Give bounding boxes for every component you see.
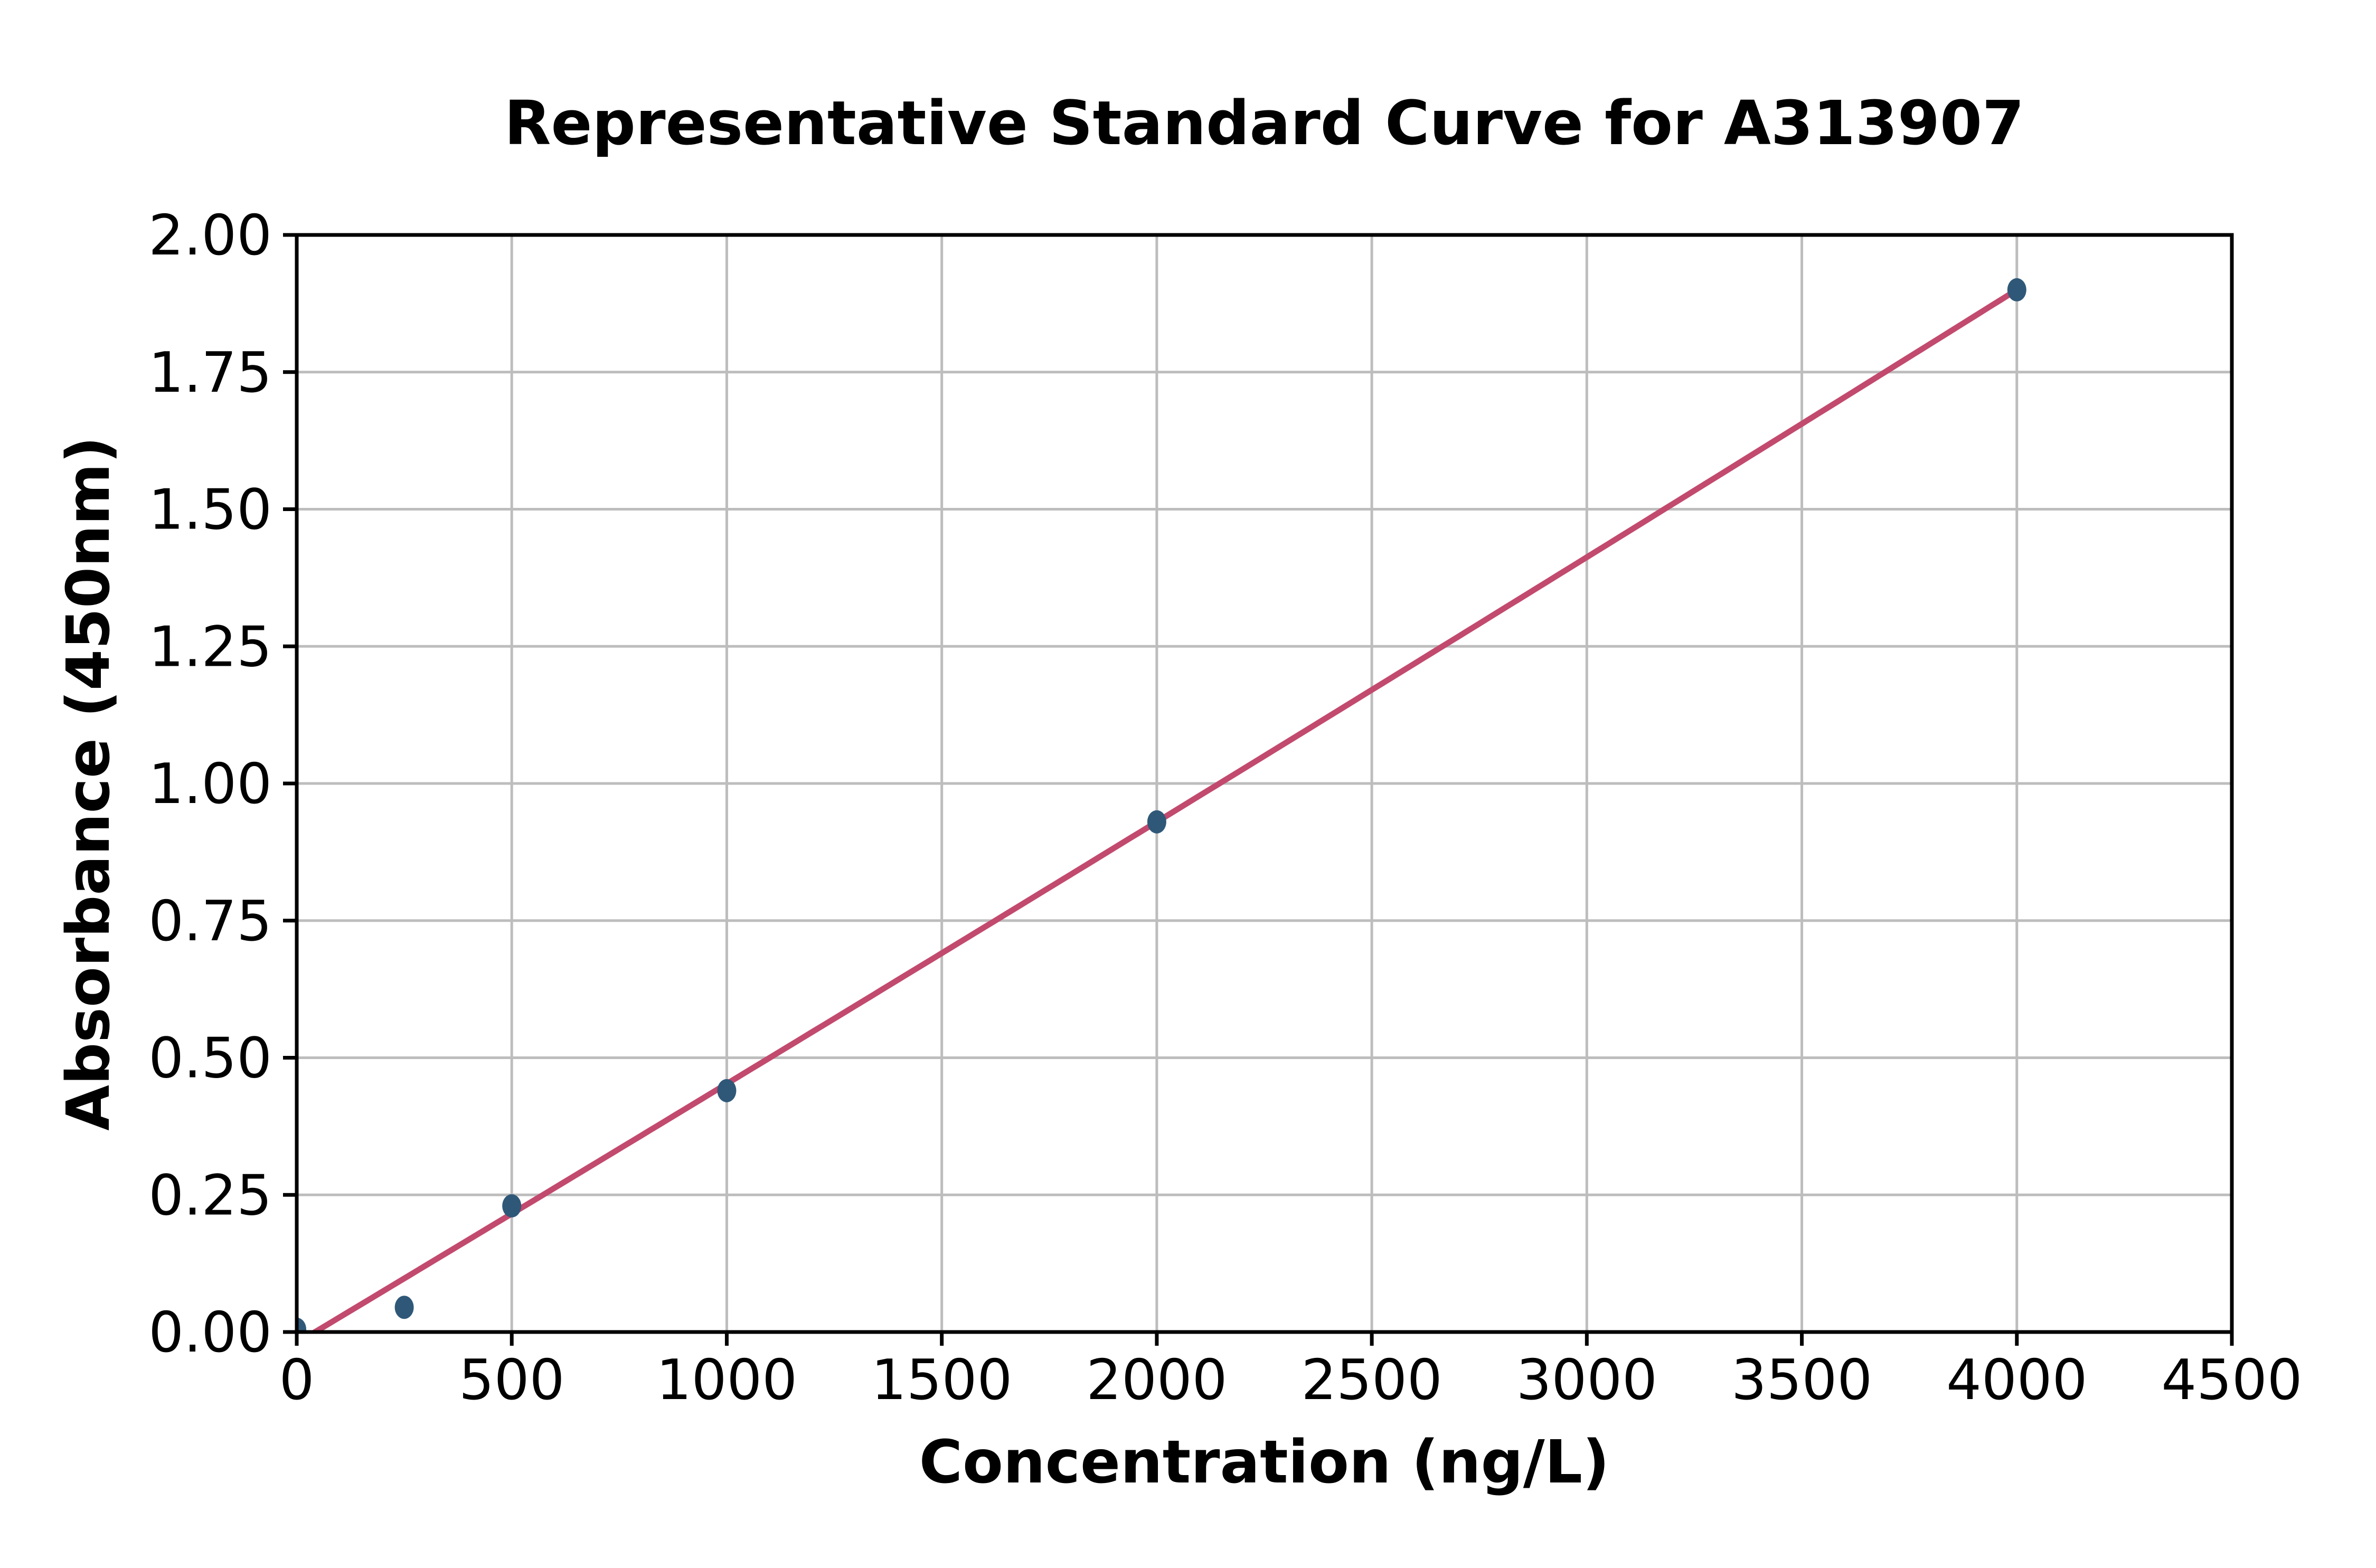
chart-title: Representative Standard Curve for A31390… xyxy=(504,88,2024,159)
x-tick-label-1000: 1000 xyxy=(656,1348,797,1412)
y-tick-label-0.50: 0.50 xyxy=(148,1026,272,1091)
y-tick-label-1.00: 1.00 xyxy=(148,752,272,816)
x-tick-label-4000: 4000 xyxy=(1946,1348,2087,1412)
x-tick-label-4500: 4500 xyxy=(2161,1348,2302,1412)
data-point-250 xyxy=(394,1296,414,1319)
y-axis-label: Absorbance (450nm) xyxy=(54,436,123,1131)
y-tick-label-1.75: 1.75 xyxy=(148,341,272,405)
x-tick-label-1500: 1500 xyxy=(871,1348,1012,1412)
x-tick-label-2500: 2500 xyxy=(1302,1348,1442,1412)
data-point-1000 xyxy=(717,1079,737,1102)
x-tick-label-3500: 3500 xyxy=(1731,1348,1872,1412)
x-tick-label-0: 0 xyxy=(279,1348,315,1412)
y-tick-label-2.00: 2.00 xyxy=(148,203,272,268)
data-point-500 xyxy=(502,1194,522,1218)
y-tick-label-0.00: 0.00 xyxy=(148,1300,272,1365)
data-point-4000 xyxy=(2007,278,2026,301)
y-tick-label-1.25: 1.25 xyxy=(148,615,272,679)
x-axis-label: Concentration (ng/L) xyxy=(919,1428,1610,1497)
y-tick-label-1.50: 1.50 xyxy=(148,478,272,542)
x-tick-label-500: 500 xyxy=(459,1348,564,1412)
data-point-2000 xyxy=(1147,810,1166,834)
x-tick-label-3000: 3000 xyxy=(1516,1348,1657,1412)
y-tick-label-0.25: 0.25 xyxy=(148,1163,272,1227)
x-tick-label-2000: 2000 xyxy=(1086,1348,1227,1412)
data-point-0 xyxy=(297,1317,306,1332)
y-tick-label-0.75: 0.75 xyxy=(148,889,272,953)
